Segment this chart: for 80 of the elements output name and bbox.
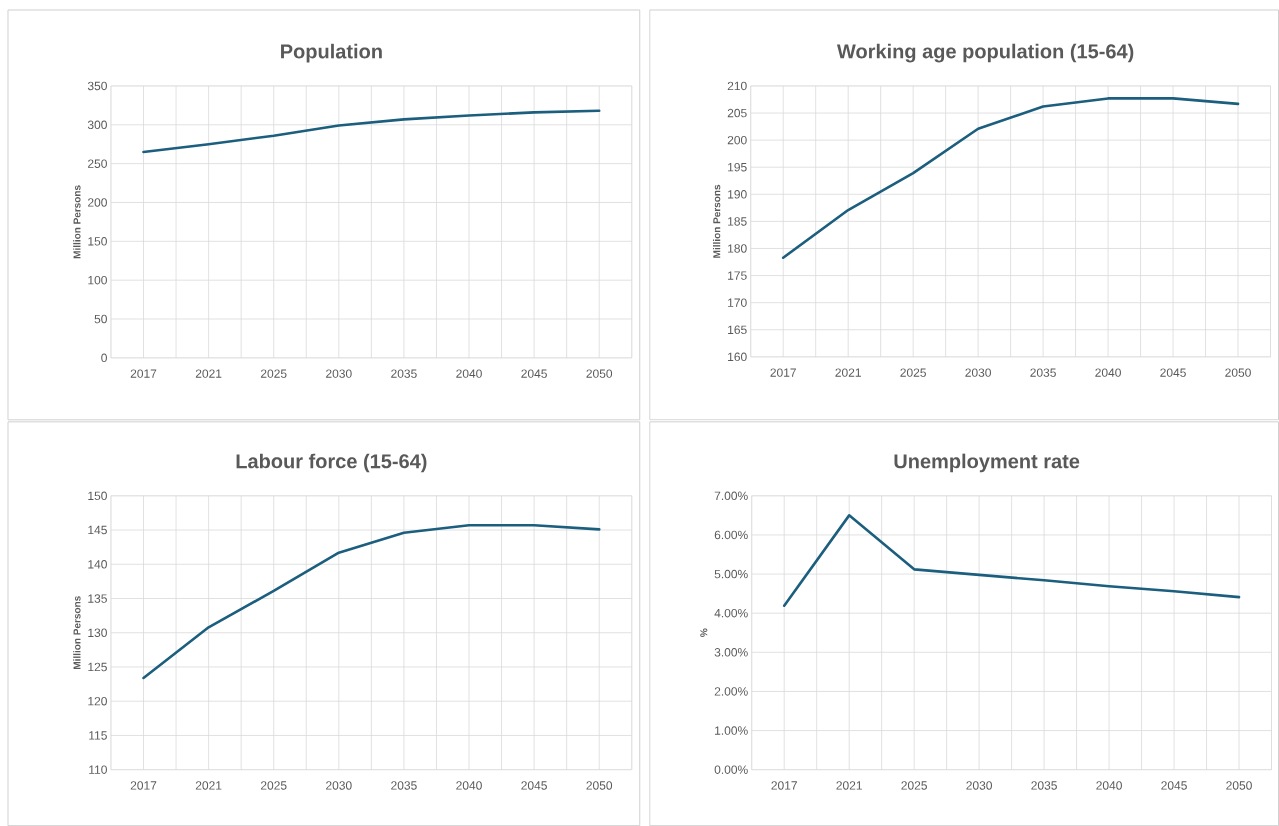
y-tick-label: 115	[89, 731, 107, 740]
y-tick-label: 140	[88, 559, 107, 569]
x-tick-label: 2017	[770, 368, 796, 377]
y-tick-label: 170	[728, 298, 747, 307]
y-tick-label: 135	[88, 594, 107, 603]
x-tick-label: 2050	[586, 781, 613, 790]
y-tick-label: 6.00%	[714, 530, 748, 540]
y-tick-label: 165	[728, 325, 747, 334]
x-tick-label: 2035	[1030, 368, 1056, 377]
x-tick-label: 2050	[1226, 781, 1252, 790]
y-tick-label: 130	[88, 628, 107, 637]
x-tick-label: 2021	[195, 369, 222, 378]
x-tick-label: 2035	[1031, 781, 1057, 790]
y-tick-label: 145	[88, 525, 107, 535]
y-axis-title: Million Persons	[73, 596, 81, 669]
y-tick-label: 0	[101, 353, 107, 363]
line-series	[142, 523, 601, 680]
x-tick-label: 2035	[391, 369, 417, 378]
y-tick-label: 200	[88, 198, 107, 207]
y-tick-label: 120	[88, 696, 107, 706]
x-tick-label: 2025	[900, 368, 926, 377]
x-tick-label: 2035	[391, 781, 417, 790]
x-tick-label: 2017	[130, 369, 157, 378]
y-axis-title: %	[700, 628, 708, 637]
x-tick-label: 2045	[1161, 781, 1187, 790]
y-tick-label: 3.00%	[714, 647, 748, 657]
y-tick-label: 205	[727, 108, 747, 118]
x-tick-label: 2017	[771, 781, 797, 790]
line-series	[781, 97, 1240, 259]
y-tick-label: 350	[87, 81, 107, 91]
y-tick-label: 50	[94, 314, 107, 324]
y-axis-title: Million Persons	[73, 185, 81, 259]
y-tick-label: 195	[728, 162, 747, 172]
y-tick-label: 250	[88, 159, 107, 168]
line-series	[782, 513, 1241, 607]
x-tick-label: 2017	[130, 781, 157, 790]
x-tick-label: 2030	[326, 369, 352, 378]
chart-title: Labour force (15-64)	[236, 453, 427, 473]
y-tick-label: 1.00%	[715, 726, 748, 735]
x-tick-label: 2021	[836, 781, 862, 790]
x-tick-label: 2050	[586, 369, 613, 378]
y-tick-label: 150	[88, 491, 107, 500]
x-tick-label: 2025	[260, 369, 287, 378]
x-tick-label: 2040	[1095, 368, 1121, 377]
x-tick-label: 2030	[966, 781, 992, 790]
chart-title: Population	[281, 43, 382, 63]
x-tick-label: 2045	[1160, 368, 1186, 377]
y-tick-label: 7.00%	[714, 491, 748, 500]
y-tick-label: 110	[89, 765, 107, 774]
x-tick-label: 2045	[521, 781, 547, 790]
x-tick-label: 2021	[195, 781, 222, 790]
chart-title: Working age population (15-64)	[836, 43, 1134, 63]
y-tick-label: 200	[727, 135, 747, 145]
y-tick-label: 180	[728, 244, 747, 253]
x-tick-label: 2045	[521, 369, 547, 378]
y-tick-label: 125	[88, 662, 107, 672]
y-tick-label: 175	[728, 271, 747, 280]
x-tick-label: 2040	[456, 369, 482, 378]
y-tick-label: 0.00%	[714, 765, 748, 774]
line-series	[142, 109, 601, 154]
y-tick-label: 5.00%	[714, 569, 748, 579]
y-tick-label: 4.00%	[714, 608, 748, 618]
x-tick-label: 2050	[1225, 368, 1251, 377]
x-tick-label: 2021	[835, 368, 861, 377]
x-tick-label: 2025	[901, 781, 927, 790]
x-tick-label: 2040	[456, 781, 482, 790]
x-tick-label: 2030	[965, 368, 991, 377]
x-tick-label: 2025	[260, 781, 287, 790]
x-tick-label: 2030	[326, 781, 352, 790]
y-tick-label: 210	[727, 81, 747, 91]
y-tick-label: 100	[88, 275, 107, 285]
y-tick-label: 150	[88, 237, 107, 246]
y-tick-label: 300	[87, 120, 107, 129]
y-tick-label: 2.00%	[714, 687, 748, 696]
y-tick-label: 185	[728, 217, 747, 226]
chart-title: Unemployment rate	[894, 453, 1080, 473]
y-tick-label: 160	[728, 352, 747, 362]
y-tick-label: 190	[728, 189, 747, 199]
y-axis-title: Million Persons	[712, 184, 721, 258]
x-tick-label: 2040	[1096, 781, 1122, 790]
